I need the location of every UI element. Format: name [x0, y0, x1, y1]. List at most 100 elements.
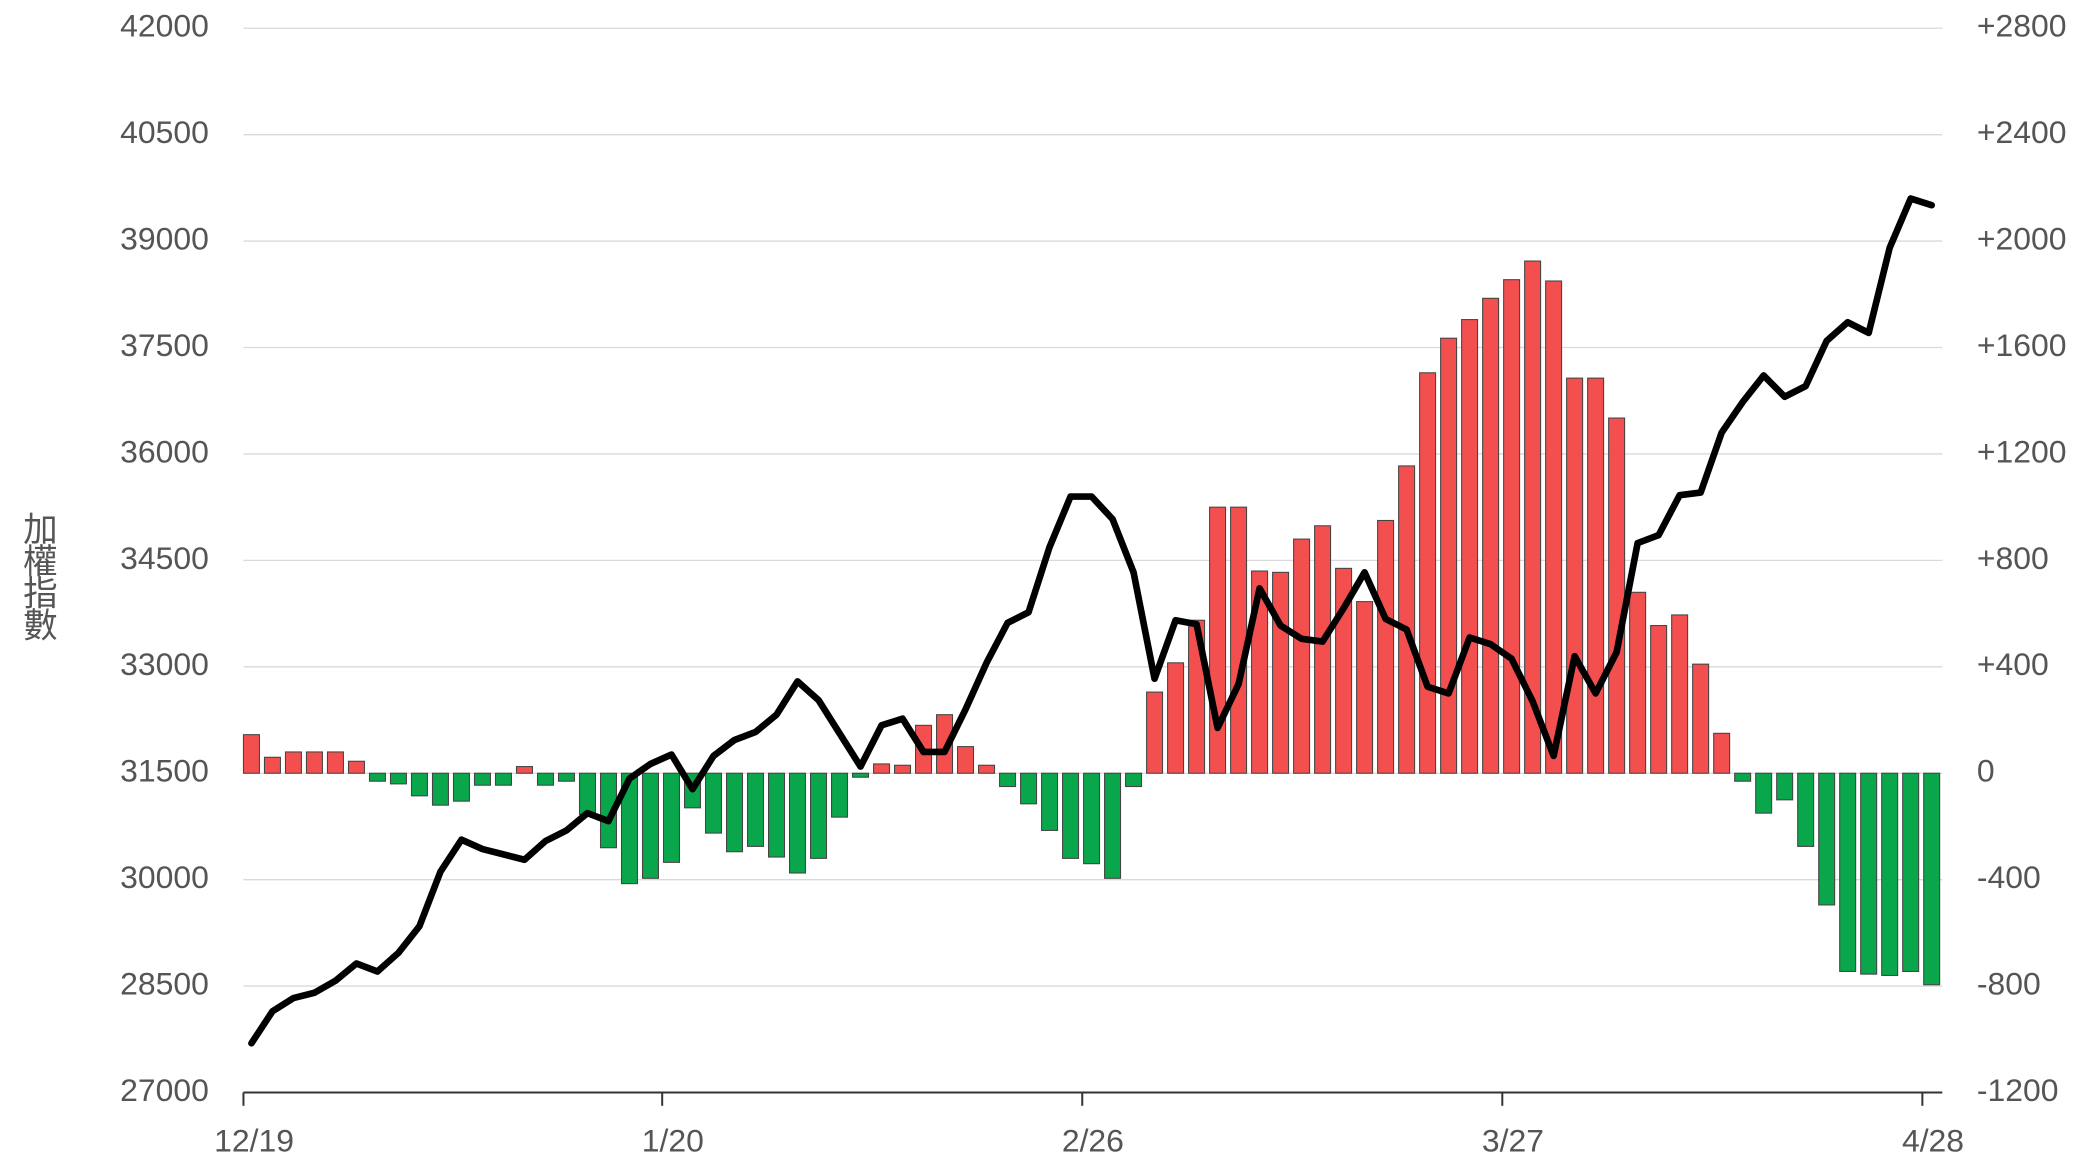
bar: [389, 772, 407, 785]
bar: [305, 751, 323, 774]
y2-tick-label: +400: [1977, 646, 2049, 682]
y-tick-label: 37500: [120, 327, 209, 363]
y-tick-label: 40500: [120, 114, 209, 150]
bar: [431, 772, 449, 806]
bar: [662, 772, 681, 863]
bar: [1419, 372, 1437, 774]
bar: [789, 772, 807, 874]
bar: [1272, 571, 1290, 774]
bar: [368, 772, 386, 782]
bar: [1041, 772, 1059, 831]
bar: [1167, 662, 1185, 774]
bar: [536, 772, 554, 786]
bar: [284, 751, 302, 774]
x-tick-label: 1/20: [642, 1123, 704, 1158]
y2-tick-label: +2000: [1977, 221, 2067, 257]
y-tick-label: 27000: [120, 1072, 209, 1108]
bar: [810, 772, 828, 859]
x-tick-label: 3/27: [1482, 1123, 1544, 1158]
bar: [1461, 319, 1479, 774]
bar: [746, 772, 765, 847]
bar: [1818, 772, 1836, 906]
bar: [1671, 614, 1689, 774]
bar: [1293, 538, 1311, 774]
bar: [1860, 772, 1878, 975]
x-tick-label: 12/19: [214, 1123, 294, 1158]
bar: [410, 772, 428, 797]
bar: [1356, 601, 1374, 774]
bar: [1398, 465, 1416, 774]
bar: [936, 714, 954, 774]
x-tick-label: 4/28: [1902, 1123, 1964, 1158]
bar: [1503, 279, 1521, 774]
bar: [1650, 625, 1668, 774]
bar: [1713, 732, 1731, 774]
bar: [1146, 691, 1164, 774]
bar: [1608, 417, 1626, 774]
bar: [1104, 772, 1122, 879]
y-tick-label: 31500: [120, 753, 209, 789]
bar: [894, 764, 912, 774]
y2-tick-label: -400: [1977, 859, 2041, 895]
bar: [1209, 506, 1227, 774]
bar: [1020, 772, 1038, 805]
y-axis-label: 加權指數: [17, 511, 57, 641]
bar: [1902, 772, 1920, 972]
bar: [1440, 337, 1458, 774]
y-tick-label: 28500: [120, 966, 209, 1002]
bar: [242, 734, 260, 774]
y-tick-label: 30000: [120, 859, 209, 895]
bar: [1314, 525, 1332, 774]
bar: [978, 764, 996, 774]
bar: [326, 751, 344, 774]
bar: [1629, 591, 1647, 774]
bar: [1377, 519, 1395, 774]
bar: [1797, 772, 1815, 847]
bar: [725, 772, 744, 853]
y2-tick-label: +1200: [1977, 433, 2067, 469]
bar: [957, 746, 975, 774]
bar: [473, 772, 491, 786]
bar: [452, 772, 470, 802]
bar: [1692, 663, 1710, 774]
bar: [767, 772, 786, 858]
bar: [347, 760, 365, 774]
bar: [1083, 772, 1101, 865]
y2-tick-label: +2800: [1977, 8, 2067, 44]
bar: [1881, 772, 1899, 976]
bar: [1776, 772, 1794, 801]
bar: [494, 772, 512, 786]
y-tick-label: 42000: [120, 8, 209, 44]
bar: [1566, 377, 1584, 774]
bar: [831, 772, 849, 818]
bar: [1482, 297, 1500, 774]
y2-tick-label: +2400: [1977, 114, 2067, 150]
y2-tick-label: +800: [1977, 540, 2049, 576]
y2-tick-label: 0: [1977, 753, 1995, 789]
bar: [1587, 377, 1605, 774]
bar: [704, 772, 723, 834]
y2-tick-label: -1200: [1977, 1072, 2059, 1108]
bar: [1062, 772, 1080, 859]
bar: [1230, 506, 1248, 774]
bar: [1923, 772, 1941, 986]
bar: [557, 772, 575, 782]
bar: [852, 772, 870, 778]
y-tick-label: 33000: [120, 646, 209, 682]
bar: [1839, 772, 1857, 972]
y2-tick-label: -800: [1977, 966, 2041, 1002]
line: [248, 195, 1936, 1047]
bar: [620, 772, 639, 885]
bar: [641, 772, 660, 879]
bar: [263, 756, 281, 774]
bar: [578, 772, 597, 816]
bar: [1755, 772, 1773, 814]
bar: [999, 772, 1017, 788]
bar: [1125, 772, 1143, 788]
y-tick-label: 39000: [120, 221, 209, 257]
bar: [1734, 772, 1752, 782]
bar: [1545, 280, 1563, 774]
bar: [873, 763, 891, 774]
y2-tick-label: +1600: [1977, 327, 2067, 363]
